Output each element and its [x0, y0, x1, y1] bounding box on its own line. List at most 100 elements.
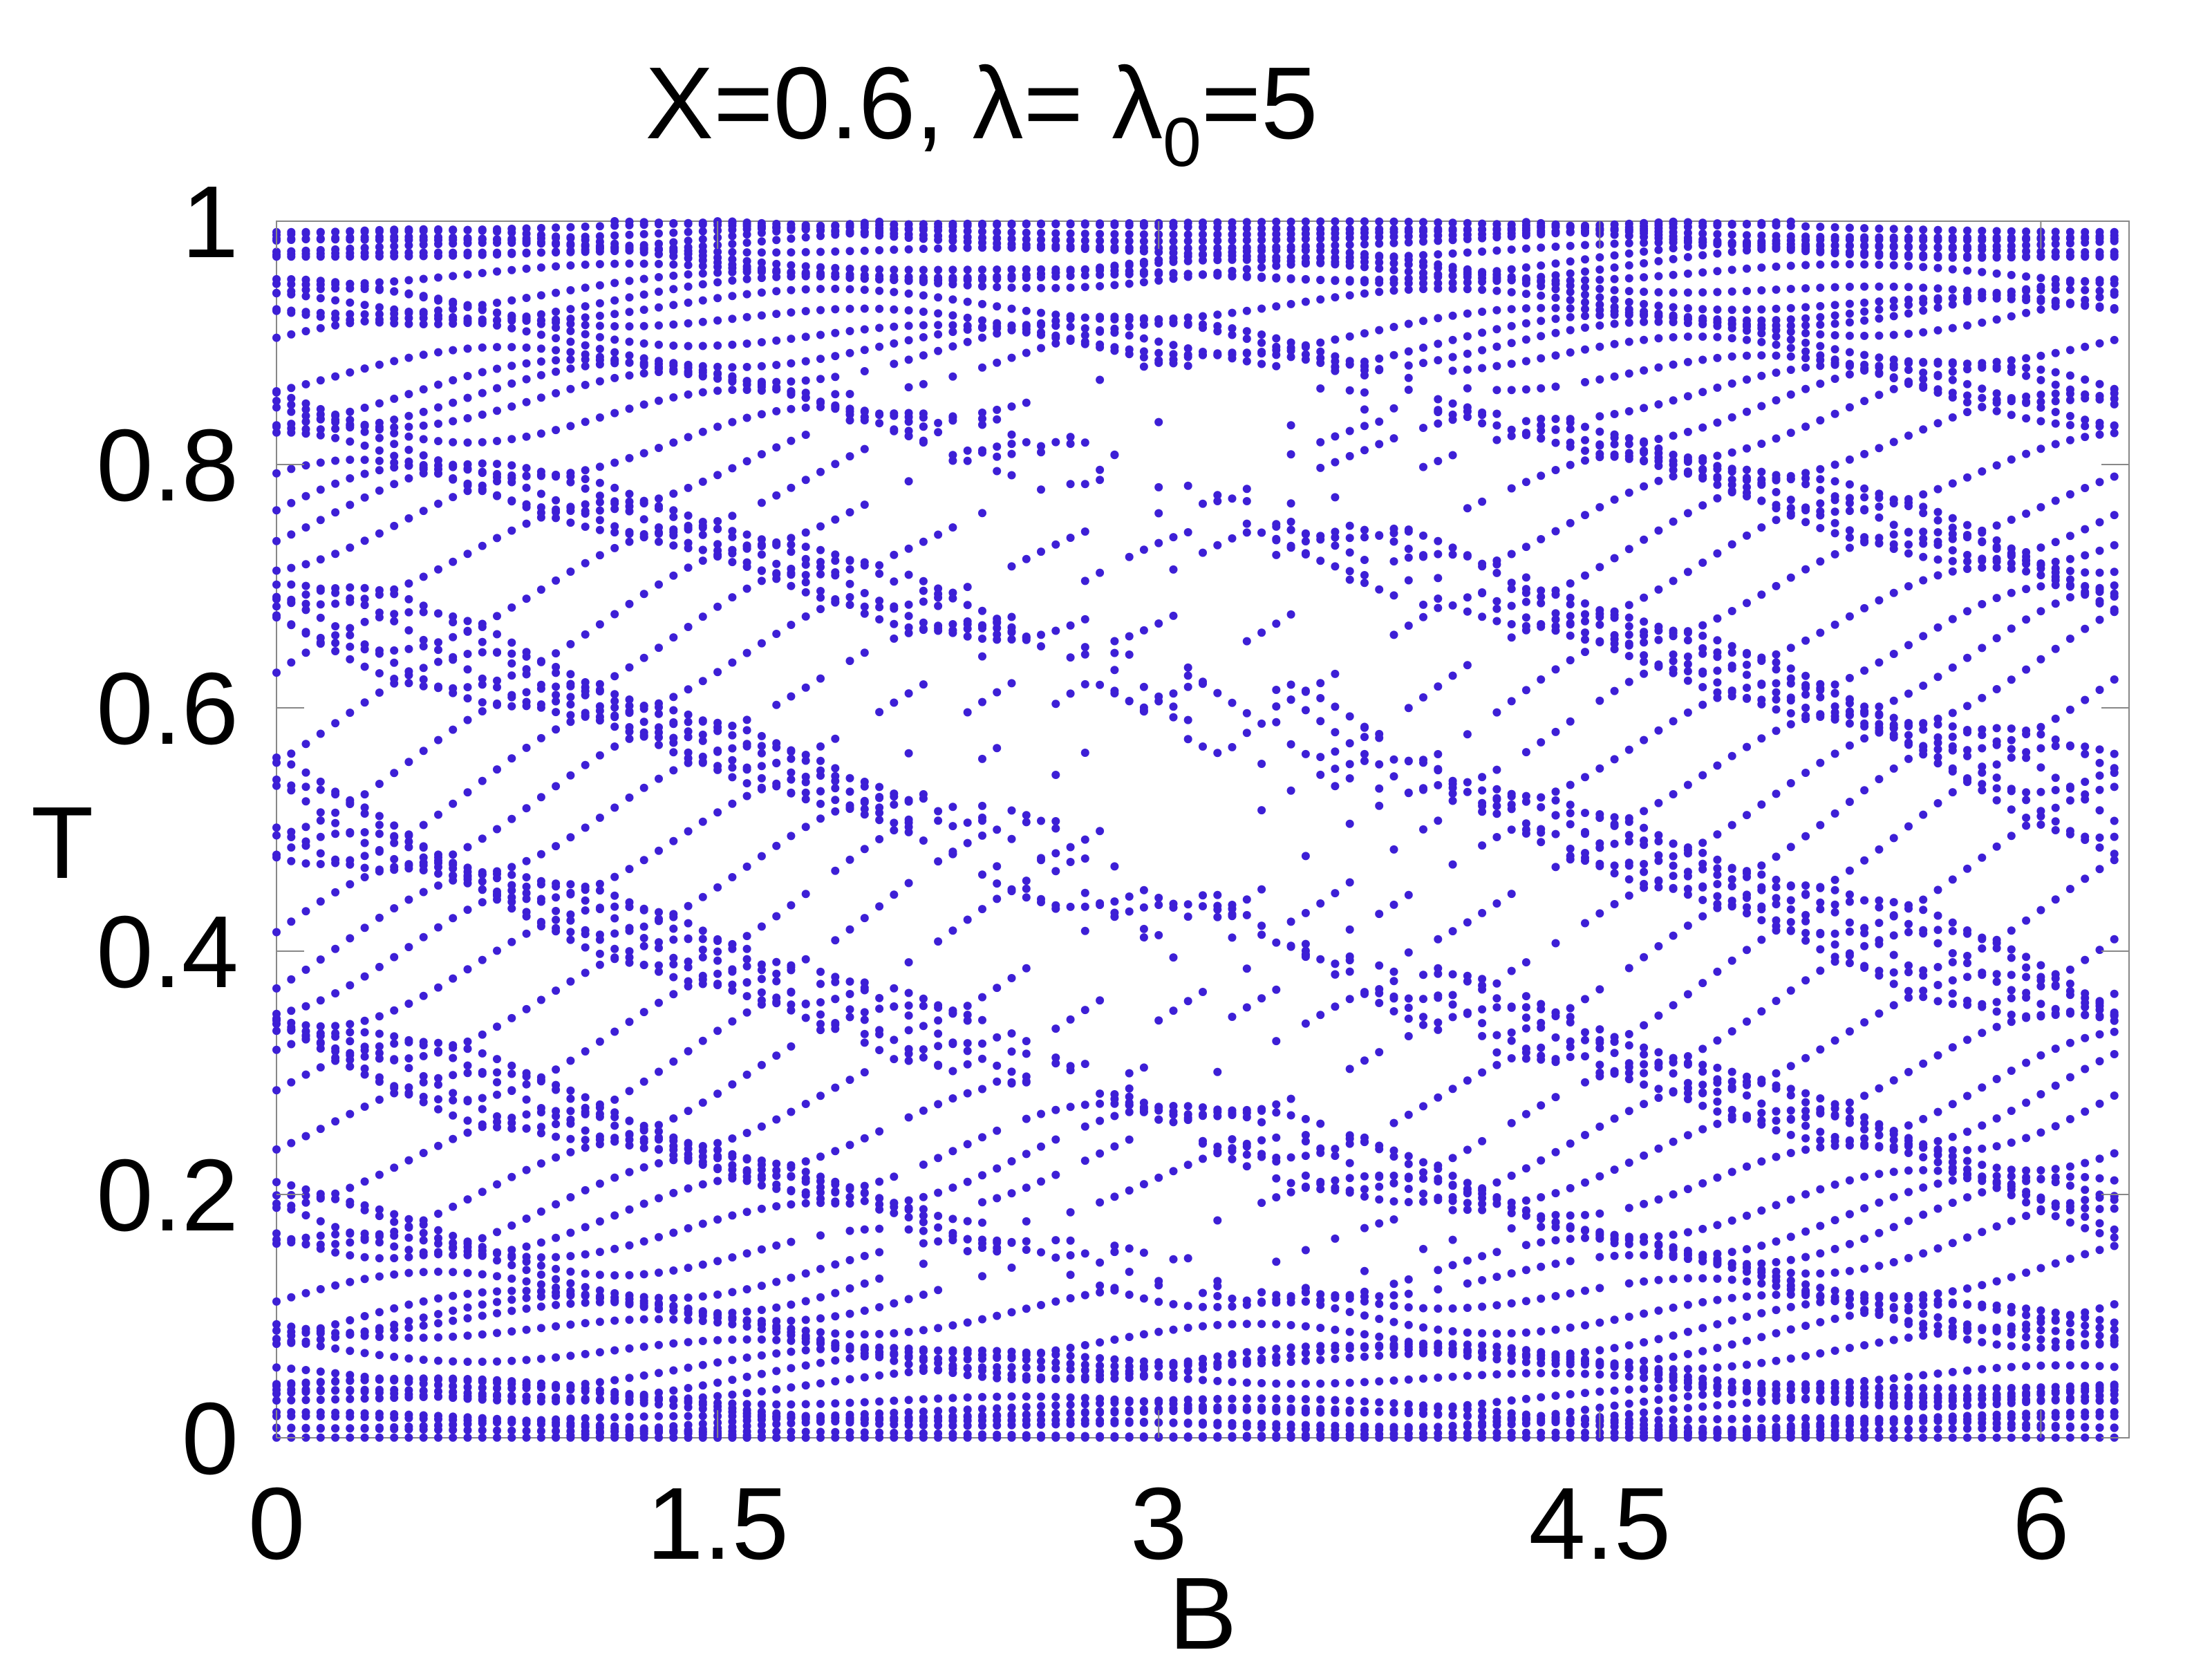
data-point — [1051, 1105, 1060, 1114]
data-point — [655, 1127, 663, 1136]
data-point — [316, 324, 325, 332]
data-point — [316, 1285, 325, 1293]
data-point — [1154, 1173, 1163, 1182]
data-point — [1345, 291, 1354, 300]
data-point — [478, 410, 487, 419]
data-point — [728, 363, 737, 372]
data-point — [552, 1300, 561, 1309]
data-point — [1331, 458, 1340, 467]
data-point — [978, 993, 986, 1002]
data-point — [507, 296, 516, 305]
data-point — [1080, 1360, 1089, 1369]
data-point — [419, 1391, 428, 1400]
data-point — [272, 428, 281, 437]
data-point — [610, 355, 619, 364]
data-point — [287, 1238, 296, 1247]
data-point — [463, 1239, 472, 1248]
data-point — [581, 418, 590, 427]
data-point — [507, 603, 516, 612]
data-point — [713, 386, 722, 395]
data-point — [625, 242, 634, 251]
data-point — [845, 1342, 854, 1351]
data-point — [655, 1194, 663, 1203]
data-point — [919, 234, 928, 243]
data-point — [860, 1197, 869, 1206]
data-point — [1316, 679, 1325, 688]
data-point — [390, 769, 399, 778]
data-point — [963, 708, 972, 717]
data-point — [360, 1070, 369, 1079]
data-point — [1345, 1327, 1354, 1336]
data-point — [993, 265, 1002, 274]
data-point — [552, 1353, 561, 1362]
data-point — [948, 926, 957, 935]
data-point — [728, 799, 737, 808]
data-point — [404, 1268, 413, 1277]
data-point — [978, 227, 986, 236]
data-point — [419, 308, 428, 317]
data-point — [1272, 1295, 1281, 1304]
data-point — [728, 1211, 737, 1220]
data-point — [1110, 1416, 1119, 1425]
data-point — [522, 375, 531, 384]
data-point — [610, 259, 619, 268]
data-point — [963, 219, 972, 228]
data-point — [552, 1085, 561, 1094]
data-point — [742, 932, 751, 941]
data-point — [669, 766, 678, 775]
data-point — [831, 222, 840, 231]
data-point — [1139, 1417, 1148, 1426]
data-point — [684, 1315, 693, 1324]
data-point — [742, 339, 751, 348]
data-point — [684, 935, 693, 944]
data-point — [434, 1080, 442, 1089]
data-point — [816, 355, 825, 364]
data-point — [1301, 706, 1310, 715]
data-point — [625, 404, 634, 413]
data-point — [1213, 890, 1222, 899]
data-point — [993, 984, 1002, 993]
data-point — [272, 333, 281, 342]
data-point — [875, 231, 884, 240]
data-point — [787, 768, 796, 777]
data-point — [581, 1420, 590, 1429]
data-point — [1125, 1417, 1134, 1426]
data-point — [1242, 1150, 1251, 1159]
data-point — [625, 1291, 634, 1300]
data-point — [1169, 903, 1178, 912]
data-point — [1316, 1324, 1325, 1332]
data-point — [434, 1310, 442, 1318]
data-point — [890, 1035, 899, 1044]
data-point — [625, 1018, 634, 1027]
data-point — [772, 912, 781, 921]
data-point — [934, 226, 943, 235]
data-point — [1139, 903, 1148, 912]
data-point — [595, 905, 604, 914]
data-point — [978, 1405, 986, 1414]
data-point — [993, 358, 1002, 367]
data-point — [434, 1433, 442, 1442]
data-point — [919, 308, 928, 316]
data-point — [963, 1235, 972, 1244]
data-point — [801, 1013, 810, 1022]
data-point — [507, 1069, 516, 1078]
data-point — [536, 263, 545, 272]
data-point — [757, 639, 766, 648]
data-point — [493, 1396, 501, 1405]
data-point — [698, 1419, 707, 1428]
data-point — [1301, 1114, 1310, 1123]
data-point — [1257, 1320, 1266, 1329]
data-point — [1316, 463, 1325, 472]
data-point — [316, 415, 325, 423]
data-point — [1316, 694, 1325, 702]
data-point — [669, 359, 678, 368]
data-point — [772, 361, 781, 369]
data-point — [346, 624, 355, 632]
data-point — [948, 523, 957, 532]
data-point — [1375, 1315, 1384, 1323]
data-point — [1360, 1330, 1369, 1339]
data-point — [1213, 1112, 1222, 1121]
data-point — [552, 986, 561, 995]
data-point — [581, 1319, 590, 1328]
data-point — [1154, 418, 1163, 427]
